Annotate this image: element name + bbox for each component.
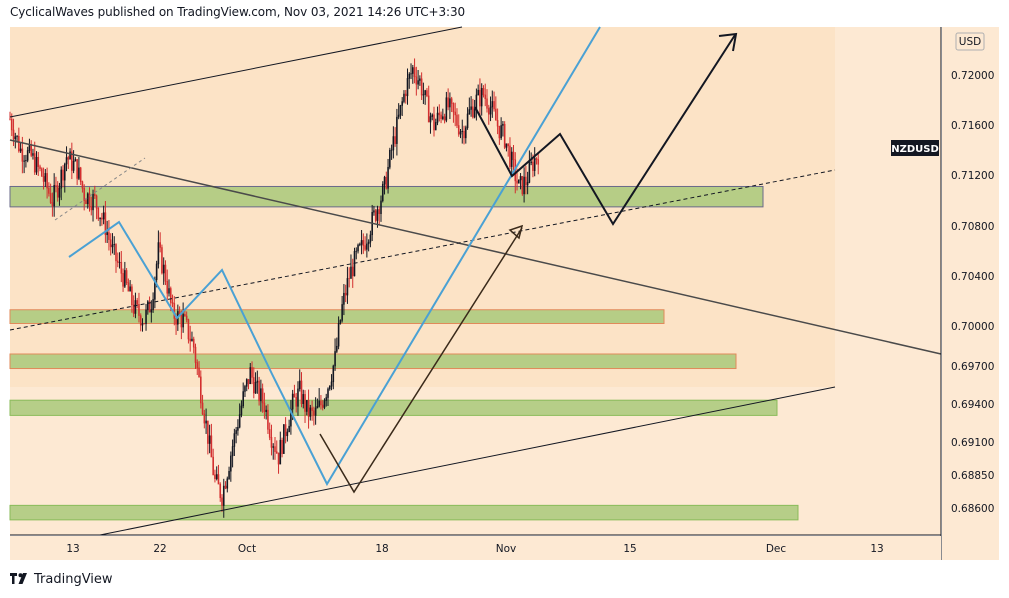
time-tick-label: 22 <box>153 543 166 555</box>
time-tick-label: 13 <box>870 543 883 555</box>
symbol-badge-box <box>891 140 939 156</box>
time-axis-area[interactable] <box>10 536 941 560</box>
price-tick-label: 0.70000 <box>951 321 994 333</box>
support-zone <box>9 504 799 521</box>
time-tick-label: Nov <box>496 543 517 555</box>
price-tick-label: 0.70800 <box>951 221 994 233</box>
dashed-trendline <box>9 169 836 331</box>
projection-arrowhead <box>718 32 738 52</box>
footer: TradingView <box>10 572 113 587</box>
small-dashed-line <box>54 157 146 221</box>
projection-path <box>474 34 736 226</box>
time-tick-label: Dec <box>766 543 787 555</box>
tradingview-logo-icon <box>10 572 27 584</box>
time-tick-label: 15 <box>623 543 636 555</box>
time-axis: 13 22 Oct 18 Nov 15 Dec 13 <box>66 543 883 555</box>
price-tick-label: 0.71200 <box>951 170 994 182</box>
upper-channel-line <box>9 26 463 118</box>
time-tick-label: Oct <box>238 543 256 555</box>
support-zone <box>9 353 737 370</box>
price-tick-label: 0.68600 <box>951 503 994 515</box>
brand-name: TradingView <box>34 572 113 587</box>
dark-wave-arrowhead <box>508 224 524 240</box>
publication-header: CyclicalWaves published on TradingView.c… <box>10 5 466 19</box>
time-tick-label: 18 <box>375 543 388 555</box>
currency-label: USD <box>959 36 981 48</box>
support-zone <box>9 399 778 416</box>
currency-badge-box <box>955 32 985 51</box>
support-zone <box>9 309 665 324</box>
drawings <box>9 26 942 536</box>
price-tick-label: 0.69100 <box>951 437 994 449</box>
descending-trendline <box>9 139 942 355</box>
price-tick-label: 0.68850 <box>951 470 994 482</box>
price-tick-label: 0.72000 <box>951 70 994 82</box>
lower-channel-line <box>99 386 836 536</box>
time-tick-label: 13 <box>66 543 79 555</box>
price-tick-label: 0.70400 <box>951 271 994 283</box>
price-axis-area[interactable] <box>942 27 999 560</box>
price-axis: 0.72000 0.71600 0.71200 0.70800 0.70400 0.700… <box>951 70 994 515</box>
blue-wave-path <box>68 26 601 487</box>
symbol-badge-label: NZDUSD <box>891 144 939 155</box>
price-tick-label: 0.71600 <box>951 120 994 132</box>
price-tick-label: 0.69700 <box>951 361 994 373</box>
price-tick-label: 0.69400 <box>951 399 994 411</box>
dark-wave-path <box>319 227 523 494</box>
candles <box>9 58 540 518</box>
